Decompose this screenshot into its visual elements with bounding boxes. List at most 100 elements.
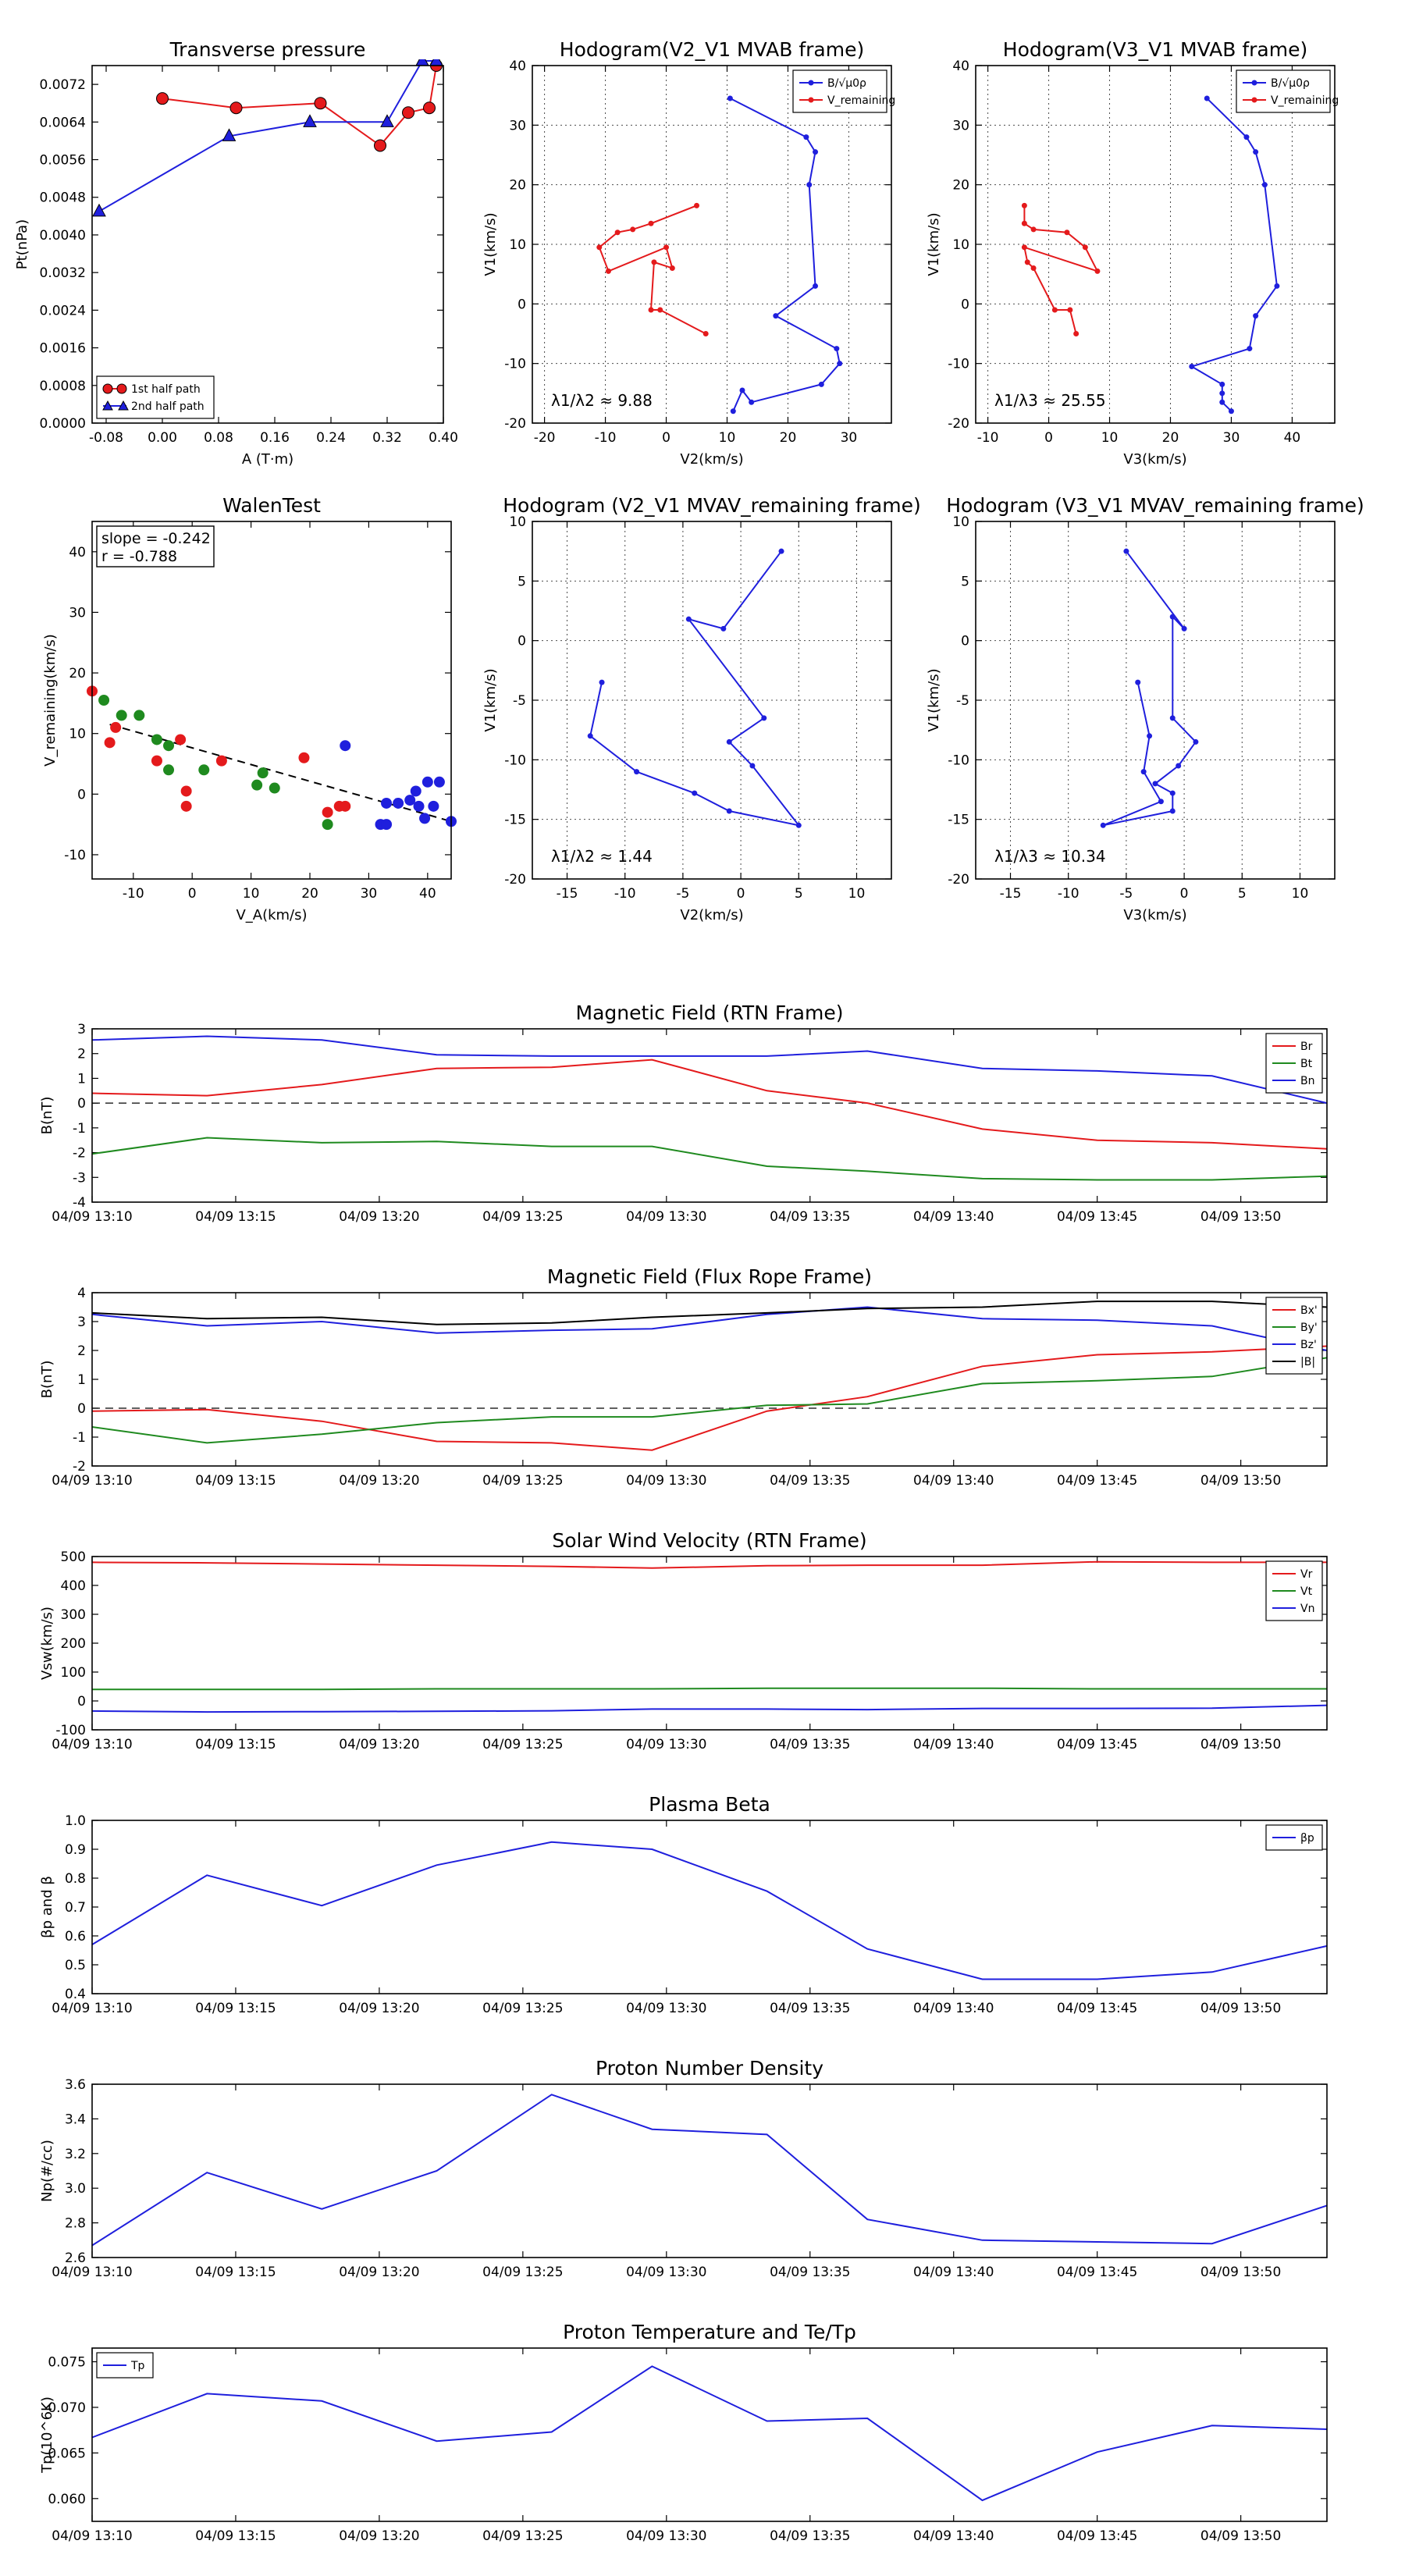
data-point xyxy=(648,307,654,313)
x-tick-label: 0.00 xyxy=(148,430,177,446)
series-line xyxy=(92,1687,1327,1691)
x-tick-label: -10 xyxy=(595,430,617,446)
x-tick-label: 04/09 13:10 xyxy=(52,1209,132,1225)
legend-marker xyxy=(116,383,127,394)
y-tick-label: 30 xyxy=(509,118,526,133)
legend-label: V_remaining xyxy=(827,94,895,107)
y-tick-label: -20 xyxy=(504,416,526,432)
plot-area xyxy=(92,521,451,879)
plot-area xyxy=(92,2348,1327,2521)
ratio-annotation: λ1/λ2 ≈ 9.88 xyxy=(551,391,653,410)
x-tick-label: 5 xyxy=(795,886,803,902)
y-tick-label: 0.8 xyxy=(65,1871,86,1887)
data-point xyxy=(1158,799,1164,805)
data-point xyxy=(1219,399,1225,405)
x-tick-label: 04/09 13:25 xyxy=(482,1473,563,1489)
plot-area xyxy=(92,2084,1327,2258)
series-line xyxy=(1102,550,1197,827)
x-tick-label: 30 xyxy=(361,886,378,902)
y-tick-label: 2.6 xyxy=(65,2250,86,2266)
y-tick-label: 1.0 xyxy=(65,1813,86,1829)
stats-box xyxy=(96,525,215,568)
x-tick-label: 04/09 13:45 xyxy=(1057,2528,1137,2544)
plot-frame xyxy=(91,1292,1328,1467)
data-point xyxy=(1021,220,1027,226)
y-axis-label: Vsw(km/s) xyxy=(39,1606,55,1680)
y-tick-label: 20 xyxy=(69,666,86,681)
y-tick-label: -15 xyxy=(948,813,969,828)
x-tick-label: 30 xyxy=(841,430,858,446)
data-point xyxy=(374,139,386,152)
data-point xyxy=(404,795,416,806)
series-line xyxy=(91,1306,1328,1351)
data-point xyxy=(1030,226,1037,233)
y-axis-label: Pt(nPa) xyxy=(14,219,30,269)
x-tick-label: 04/09 13:10 xyxy=(52,2528,132,2544)
x-tick-label: 04/09 13:50 xyxy=(1200,1737,1281,1752)
data-point xyxy=(1147,733,1153,739)
series-line xyxy=(589,550,801,827)
legend: 1st half path 2nd half path xyxy=(96,375,215,419)
x-tick-label: 04/09 13:45 xyxy=(1057,1473,1137,1489)
x-tick-label: 0 xyxy=(1180,886,1189,902)
y-tick-label: 3 xyxy=(77,1022,86,1037)
data-point xyxy=(314,97,327,110)
y-tick-label: -10 xyxy=(504,753,526,768)
data-point xyxy=(303,114,317,127)
x-axis-label: V_A(km/s) xyxy=(236,907,307,923)
data-point xyxy=(1261,182,1268,188)
y-tick-label: 500 xyxy=(61,1550,86,1565)
data-point xyxy=(1204,95,1210,101)
chart-10: 0.4 0.5 0.6 0.7 0.8 0.9 1.0 04/09 13:10 04/09 13… xyxy=(39,1793,1328,2016)
y-tick-label: -10 xyxy=(504,357,526,372)
y-tick-label: 1 xyxy=(77,1372,86,1388)
series-line xyxy=(91,1345,1328,1451)
data-point xyxy=(163,740,175,752)
data-point xyxy=(806,182,813,188)
x-tick-label: 10 xyxy=(719,430,736,446)
y-tick-label: 5 xyxy=(518,574,526,589)
legend: Vr Vt Vn xyxy=(1265,1560,1323,1621)
y-tick-label: 100 xyxy=(61,1665,86,1681)
y-tick-label: -10 xyxy=(948,357,969,372)
ratio-annotation: λ1/λ3 ≈ 25.55 xyxy=(994,391,1106,410)
data-point xyxy=(175,734,187,745)
y-tick-label: 2.8 xyxy=(65,2216,86,2232)
y-tick-label: 3.0 xyxy=(65,2181,86,2197)
series-V_remaining xyxy=(596,202,709,336)
x-tick-label: 04/09 13:30 xyxy=(626,2528,706,2544)
x-tick-label: 0.32 xyxy=(372,430,402,446)
x-tick-label: 04/09 13:15 xyxy=(195,1473,276,1489)
data-point xyxy=(251,779,263,791)
data-point xyxy=(651,259,657,265)
series-Vr xyxy=(91,1560,1327,1569)
series-group-2 xyxy=(98,695,333,831)
x-tick-label: 04/09 13:45 xyxy=(1057,2265,1137,2280)
y-tick-label: 200 xyxy=(61,1636,86,1652)
plot-frame xyxy=(91,2083,1328,2258)
data-point xyxy=(413,800,425,812)
x-tick-label: -10 xyxy=(614,886,636,902)
data-point xyxy=(669,265,675,272)
data-point xyxy=(322,819,333,831)
chart-title: WalenTest xyxy=(222,494,321,517)
data-point xyxy=(1243,134,1250,141)
legend-label: V_remaining xyxy=(1271,94,1339,107)
x-tick-label: 40 xyxy=(1284,430,1301,446)
y-axis-label: βp and β xyxy=(39,1876,55,1938)
series-B/√μ0ρ xyxy=(727,95,843,415)
x-tick-label: 04/09 13:30 xyxy=(626,1737,706,1752)
y-axis-label: V1(km/s) xyxy=(926,212,942,276)
legend-label: Bx' xyxy=(1300,1304,1318,1317)
data-point xyxy=(229,101,243,115)
y-tick-label: 10 xyxy=(69,727,86,742)
series-group-1 xyxy=(587,548,802,828)
y-tick-label: -1 xyxy=(73,1430,86,1446)
legend-marker xyxy=(102,400,113,411)
y-tick-label: 0 xyxy=(961,634,969,649)
series-1st half path xyxy=(156,59,443,152)
x-tick-label: 0 xyxy=(662,430,670,446)
x-tick-label: 0.08 xyxy=(204,430,233,446)
y-tick-label: 0 xyxy=(961,297,969,312)
